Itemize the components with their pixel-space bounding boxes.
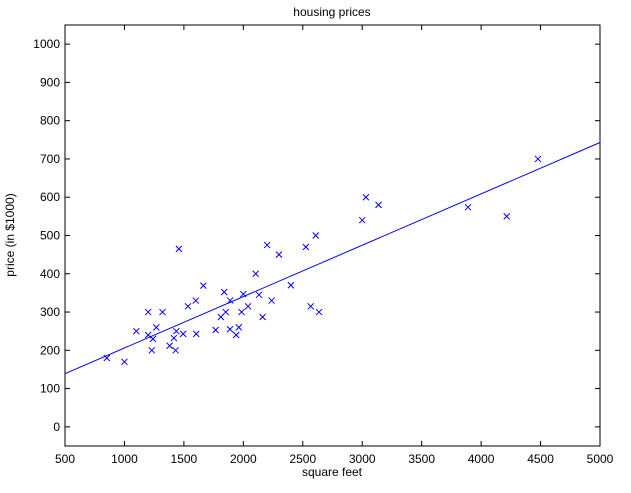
data-points xyxy=(103,155,542,366)
data-point xyxy=(235,324,243,331)
y-tick-label: 900 xyxy=(40,75,60,89)
y-tick-label: 600 xyxy=(40,190,60,204)
data-point xyxy=(312,232,320,239)
y-tick-label: 800 xyxy=(40,114,60,128)
y-tick-label: 0 xyxy=(53,420,60,434)
data-point xyxy=(212,326,219,334)
x-axis-label: square feet xyxy=(302,465,363,479)
y-tick-label: 100 xyxy=(40,382,60,396)
data-point xyxy=(220,288,228,296)
data-point xyxy=(226,325,234,333)
x-tick-label: 4500 xyxy=(527,452,554,466)
data-point xyxy=(132,327,140,335)
data-point xyxy=(268,297,275,304)
data-point xyxy=(255,291,263,299)
x-tick-label: 4000 xyxy=(468,452,495,466)
data-point xyxy=(121,358,128,366)
plot-area xyxy=(64,24,601,447)
data-point xyxy=(307,302,315,310)
regression-line xyxy=(64,142,601,375)
data-point xyxy=(144,331,152,339)
data-point xyxy=(362,193,370,201)
y-tick-label: 300 xyxy=(40,305,60,319)
data-point xyxy=(464,203,472,211)
data-point xyxy=(159,308,166,316)
chart-title: housing prices xyxy=(293,5,370,19)
data-point xyxy=(179,330,187,338)
x-tick-label: 1500 xyxy=(171,452,198,466)
data-point xyxy=(170,334,178,342)
data-point xyxy=(173,327,180,335)
data-point xyxy=(244,302,252,310)
data-point xyxy=(239,290,247,298)
data-point xyxy=(152,324,160,331)
x-tick-label: 3500 xyxy=(408,452,435,466)
data-point xyxy=(148,346,156,354)
data-point xyxy=(232,331,240,339)
data-point xyxy=(200,282,207,289)
data-point xyxy=(238,308,245,316)
x-tick-label: 2000 xyxy=(230,452,257,466)
data-point xyxy=(534,155,542,163)
y-axis-label: price (in $1000) xyxy=(3,193,17,276)
data-point xyxy=(192,297,200,304)
x-tick-label: 2500 xyxy=(289,452,316,466)
x-tick-label: 3000 xyxy=(349,452,376,466)
data-point xyxy=(184,302,192,310)
data-point xyxy=(192,330,200,338)
data-point xyxy=(503,213,511,220)
data-point xyxy=(166,342,173,350)
data-point xyxy=(144,308,152,316)
data-point xyxy=(226,297,234,304)
data-point xyxy=(375,201,382,209)
x-tick-label: 500 xyxy=(55,452,75,466)
data-point xyxy=(103,354,111,362)
data-point xyxy=(287,281,295,289)
data-point xyxy=(149,335,157,343)
y-tick-label: 400 xyxy=(40,267,60,281)
data-point xyxy=(252,270,260,278)
y-tick-label: 500 xyxy=(40,229,60,243)
y-tick-label: 1000 xyxy=(33,37,60,51)
data-point xyxy=(222,308,230,316)
data-point xyxy=(275,251,283,258)
data-point xyxy=(358,216,366,224)
data-point xyxy=(259,313,266,321)
y-tick-label: 700 xyxy=(40,152,60,166)
data-point xyxy=(315,308,323,316)
data-point xyxy=(175,245,183,253)
y-tick-label: 200 xyxy=(40,343,60,357)
x-tick-label: 5000 xyxy=(587,452,614,466)
data-point xyxy=(302,243,310,251)
x-axis: 500 1000 1500 2000 2500 3000 3500 4000 4500 5000 xyxy=(55,25,614,466)
data-point xyxy=(172,346,179,354)
data-point xyxy=(263,241,271,249)
x-tick-label: 1000 xyxy=(111,452,138,466)
y-axis: 0 100 200 300 400 500 600 700 800 900 1000 xyxy=(33,37,600,434)
